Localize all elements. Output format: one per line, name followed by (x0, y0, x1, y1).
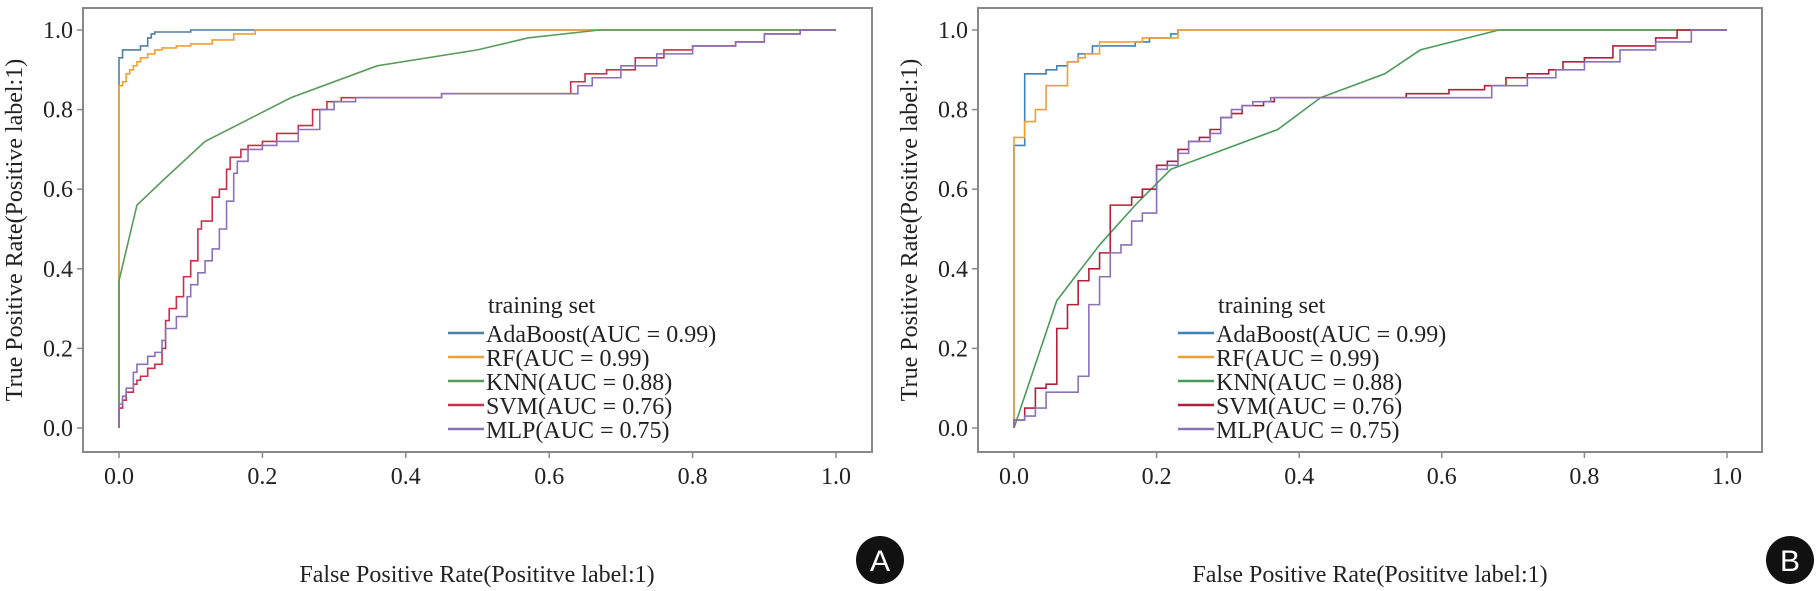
legend-entry: RF(AUC = 0.99) (1216, 346, 1380, 372)
roc-curve-rf (118, 29, 836, 428)
legend-entry: SVM(AUC = 0.76) (1216, 394, 1402, 420)
x-axis-label-b: False Positive Rate(Posititve label:1) (1192, 562, 1547, 588)
x-tick-label: 0.2 (1142, 464, 1172, 490)
legend-title: training set (488, 293, 596, 319)
y-ticks-a: 0.0 0.2 0.4 0.6 0.8 1.0 (43, 18, 83, 442)
y-tick-label: 0.0 (938, 416, 968, 442)
panel-letter-a: A (870, 545, 890, 578)
y-tick-label: 0.6 (43, 177, 73, 203)
y-tick-label: 0.8 (938, 98, 968, 124)
legend-entry: AdaBoost(AUC = 0.99) (486, 322, 716, 348)
x-tick-label: 0.2 (247, 464, 277, 490)
y-tick-label: 1.0 (43, 18, 73, 44)
roc-curve-knn (1013, 29, 1727, 429)
x-axis-label-a: False Positive Rate(Posititve label:1) (299, 562, 654, 588)
x-tick-label: 0.4 (1284, 464, 1314, 490)
y-axis-label-a: True Positive Rate(Positive label:1) (2, 59, 28, 401)
curves-a (118, 29, 836, 428)
x-ticks-b: 0.0 0.2 0.4 0.6 0.8 1.0 (999, 452, 1742, 490)
x-tick-label: 0.0 (104, 464, 134, 490)
x-tick-label: 0.4 (391, 464, 421, 490)
roc-curve-svm (118, 29, 836, 428)
panel-badge-a: A (856, 536, 904, 584)
roc-curve-adaboost (1013, 29, 1727, 428)
legend-a: training set AdaBoost(AUC = 0.99)RF(AUC =… (448, 293, 716, 444)
legend-entry: MLP(AUC = 0.75) (1216, 418, 1400, 444)
panel-b: 0.0 0.2 0.4 0.6 0.8 1.0 0.0 0.2 0.4 0.6 0.8 1.0 tr… (897, 7, 1814, 588)
legend-entry: KNN(AUC = 0.88) (1216, 370, 1402, 396)
y-tick-label: 0.2 (43, 336, 73, 362)
y-tick-label: 0.0 (43, 416, 73, 442)
x-tick-label: 0.0 (999, 464, 1029, 490)
panel-letter-b: B (1780, 545, 1800, 578)
roc-curve-mlp (1013, 29, 1727, 428)
roc-curve-adaboost (118, 29, 836, 428)
legend-entry: RF(AUC = 0.99) (486, 346, 650, 372)
x-tick-label: 1.0 (1712, 464, 1742, 490)
y-tick-label: 0.6 (938, 177, 968, 203)
y-tick-label: 0.8 (43, 98, 73, 124)
x-tick-label: 1.0 (821, 464, 851, 490)
legend-title: training set (1218, 293, 1326, 319)
y-axis-label-b: True Positive Rate(Positive label:1) (897, 59, 923, 401)
panel-badge-b: B (1766, 536, 1814, 584)
legend-entry: MLP(AUC = 0.75) (486, 418, 670, 444)
curves-b (1013, 29, 1727, 429)
x-tick-label: 0.6 (1427, 464, 1457, 490)
x-tick-label: 0.6 (534, 464, 564, 490)
y-tick-label: 0.2 (938, 336, 968, 362)
x-tick-label: 0.8 (1569, 464, 1599, 490)
roc-curve-knn (118, 29, 836, 428)
y-tick-label: 0.4 (938, 257, 968, 283)
plot-frame-a (82, 7, 873, 453)
legend-entry: AdaBoost(AUC = 0.99) (1216, 322, 1446, 348)
legend-b: training set AdaBoost(AUC = 0.99)RF(AUC =… (1178, 293, 1446, 444)
legend-entry: SVM(AUC = 0.76) (486, 394, 672, 420)
y-ticks-b: 0.0 0.2 0.4 0.6 0.8 1.0 (938, 18, 978, 442)
y-tick-label: 1.0 (938, 18, 968, 44)
x-ticks-a: 0.0 0.2 0.4 0.6 0.8 1.0 (104, 452, 851, 490)
plot-frame-b (977, 7, 1763, 453)
legend-entry: KNN(AUC = 0.88) (486, 370, 672, 396)
roc-curve-mlp (118, 29, 836, 428)
y-tick-label: 0.4 (43, 257, 73, 283)
panel-a: 0.0 0.2 0.4 0.6 0.8 1.0 0.0 0.2 0.4 0.6 0.8 1.0 tr… (2, 7, 904, 588)
roc-curve-rf (1013, 29, 1727, 428)
x-tick-label: 0.8 (678, 464, 708, 490)
